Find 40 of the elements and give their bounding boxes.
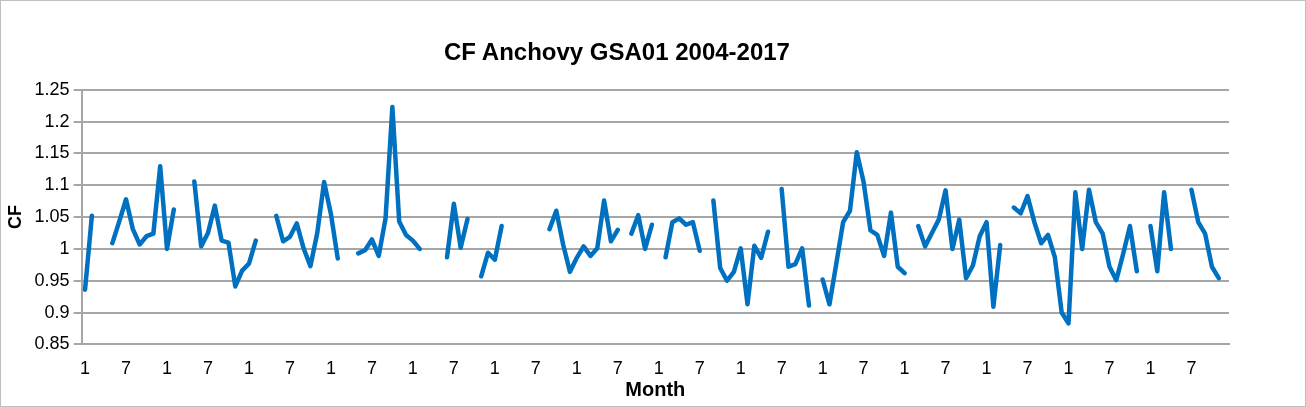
x-tick-label: 1 <box>653 358 664 379</box>
x-tick-label: 7 <box>940 358 951 379</box>
x-tick-label: 7 <box>1186 358 1197 379</box>
y-tick-label: 1 <box>59 237 70 258</box>
y-tick-label: 1.05 <box>34 206 70 227</box>
x-tick-label: 1 <box>571 358 582 379</box>
x-tick-label: 1 <box>80 358 91 379</box>
x-tick-label: 7 <box>858 358 869 379</box>
x-tick-label: 7 <box>530 358 541 379</box>
x-tick-label: 7 <box>694 358 705 379</box>
y-tick-label: 0.9 <box>44 301 70 322</box>
x-tick-label: 1 <box>735 358 746 379</box>
x-axis-title: Month <box>625 377 686 400</box>
y-tick-label: 1.2 <box>44 110 70 131</box>
x-tick-label: 7 <box>284 358 295 379</box>
x-tick-label: 1 <box>1063 358 1074 379</box>
x-tick-label: 1 <box>243 358 254 379</box>
x-tick-label: 1 <box>981 358 992 379</box>
x-tick-label: 7 <box>612 358 623 379</box>
x-tick-label: 7 <box>366 358 377 379</box>
y-tick-label: 0.95 <box>34 269 70 290</box>
x-tick-label: 1 <box>161 358 173 379</box>
x-tick-label: 7 <box>448 358 459 379</box>
x-tick-label: 7 <box>1022 358 1033 379</box>
x-tick-label: 7 <box>202 358 213 379</box>
y-tick-label: 0.85 <box>34 333 70 354</box>
y-axis-title: CF <box>4 205 25 230</box>
x-tick-label: 1 <box>489 358 500 379</box>
x-tick-label: 1 <box>817 358 828 379</box>
x-tick-label: 7 <box>1104 358 1115 379</box>
y-tick-label: 1.1 <box>44 174 70 195</box>
x-tick-label: 1 <box>407 358 418 379</box>
x-tick-label: 7 <box>776 358 787 379</box>
y-tick-label: 1.25 <box>34 78 70 99</box>
chart-title: CF Anchovy GSA01 2004-2017 <box>444 38 790 66</box>
x-tick-label: 1 <box>1145 358 1156 379</box>
x-tick-label: 1 <box>899 358 910 379</box>
x-tick-label: 7 <box>121 358 132 379</box>
x-tick-label: 1 <box>325 358 336 379</box>
y-tick-label: 1.15 <box>34 142 70 163</box>
